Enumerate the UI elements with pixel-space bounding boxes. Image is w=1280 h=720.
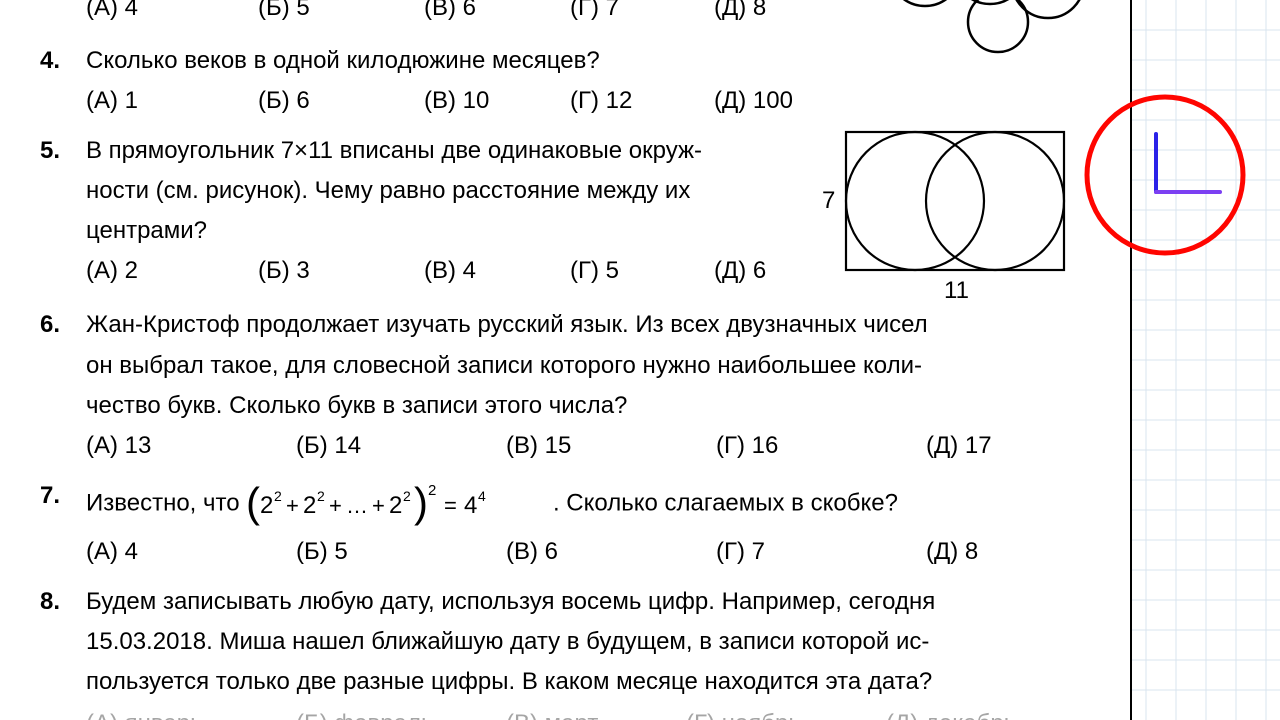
- ans-g: (Г) 5: [570, 254, 714, 288]
- q7-text-after: . Сколько слагаемых в скобке?: [553, 489, 898, 516]
- svg-text:2: 2: [428, 482, 436, 499]
- ans-v: (В) 10: [424, 84, 570, 118]
- ans-a: (А) 2: [86, 254, 258, 288]
- ans-b: (Б) 3: [258, 254, 424, 288]
- figure-label-7: 7: [822, 187, 835, 214]
- question-text-line3: чество букв. Сколько букв в записи этого…: [86, 389, 1100, 423]
- question-5: 5. В прямоугольник 7×11 вписаны две один…: [40, 134, 1100, 288]
- ans-b: (Б) 14: [296, 429, 506, 463]
- svg-text:…: …: [346, 493, 368, 518]
- ans-d: (Д) 17: [926, 429, 1046, 463]
- svg-text:=: =: [444, 493, 457, 518]
- q7-math: ( 22 + 22 + … + 22 ) 2 = 44: [246, 479, 546, 529]
- ans-b: (Б) 6: [258, 84, 424, 118]
- ans-v: (В) 4: [424, 254, 570, 288]
- question-6: 6. Жан-Кристоф продолжает изучать русски…: [40, 308, 1100, 462]
- question-number: 8.: [40, 585, 80, 619]
- q7-text-before: Известно, что: [86, 489, 246, 516]
- question-number: 6.: [40, 308, 80, 342]
- svg-text:+: +: [329, 493, 342, 518]
- ans-v: (В) 6: [506, 535, 716, 569]
- svg-text:4: 4: [478, 488, 486, 504]
- question-text-line3: пользуется только две разные цифры. В ка…: [86, 665, 1100, 699]
- question-number: 4.: [40, 44, 80, 78]
- question-text-line2: ности (см. рисунок). Чему равно расстоян…: [86, 174, 756, 208]
- ans-a: (А) 4: [86, 535, 296, 569]
- ans-g: (Г) 7: [716, 535, 926, 569]
- ans-g: (Г) 12: [570, 84, 714, 118]
- question-text-line1: Жан-Кристоф продолжает изучать русский я…: [86, 308, 1100, 342]
- svg-text:4: 4: [464, 492, 477, 519]
- question-number: 7.: [40, 479, 80, 513]
- ans-b: (Б) 5: [296, 535, 506, 569]
- svg-text:): ): [414, 479, 428, 526]
- ans-a: (А) январь: [86, 707, 296, 720]
- ans-a: (А) 1: [86, 84, 258, 118]
- ans-v: (В) март: [506, 707, 686, 720]
- svg-text:2: 2: [389, 492, 402, 519]
- notebook-panel: [1132, 0, 1280, 720]
- question-4: 4. Сколько веков в одной килодюжине меся…: [40, 44, 1100, 118]
- document-page: (А) 4 (Б) 5 (В) 6 (Г) 7 (Д) 8 4. Сколько…: [0, 0, 1130, 720]
- svg-text:2: 2: [403, 488, 411, 504]
- ans-a: (А) 13: [86, 429, 296, 463]
- question-text-line1: Будем записывать любую дату, используя в…: [86, 585, 1100, 619]
- notebook-grid: [1132, 0, 1280, 720]
- ans-d: (Д) 8: [926, 535, 1046, 569]
- question-text-line3: центрами?: [86, 214, 756, 248]
- svg-text:2: 2: [317, 488, 325, 504]
- question-7: 7. Известно, что ( 22 + 22 + … +: [40, 479, 1100, 569]
- figure-label-11: 11: [944, 277, 969, 304]
- ans-d: (Д) 100: [714, 84, 834, 118]
- ans-b: (Б) 5: [258, 0, 424, 22]
- ans-d: (Д) 6: [714, 254, 814, 288]
- question-text-line2: 15.03.2018. Миша нашел ближайшую дату в …: [86, 625, 1100, 659]
- ans-b: (Б) февраль: [296, 707, 506, 720]
- question-text: Известно, что ( 22 + 22 + … + 22: [86, 479, 1100, 529]
- svg-text:2: 2: [303, 492, 316, 519]
- question-text-line2: он выбрал такое, для словесной записи ко…: [86, 349, 1100, 383]
- ans-g: (Г) ноябрь: [686, 707, 886, 720]
- svg-text:(: (: [246, 479, 260, 526]
- ans-d: (Д) декабрь: [886, 707, 1046, 720]
- ans-g: (Г) 7: [570, 0, 714, 22]
- question-number: 5.: [40, 134, 80, 168]
- ans-a: (А) 4: [86, 0, 258, 22]
- question-8: 8. Будем записывать любую дату, использу…: [40, 585, 1100, 720]
- ans-d: (Д) 8: [714, 0, 814, 22]
- ans-v: (В) 15: [506, 429, 716, 463]
- ans-g: (Г) 16: [716, 429, 926, 463]
- figure-rectangle-two-circles: 7 11: [808, 126, 1098, 306]
- svg-text:2: 2: [274, 488, 282, 504]
- question-text-line1: В прямоугольник 7×11 вписаны две одинако…: [86, 134, 756, 168]
- ans-v: (В) 6: [424, 0, 570, 22]
- svg-text:+: +: [286, 493, 299, 518]
- svg-text:+: +: [372, 493, 385, 518]
- svg-text:2: 2: [260, 492, 273, 519]
- question-text: Сколько веков в одной килодюжине месяцев…: [86, 44, 1100, 78]
